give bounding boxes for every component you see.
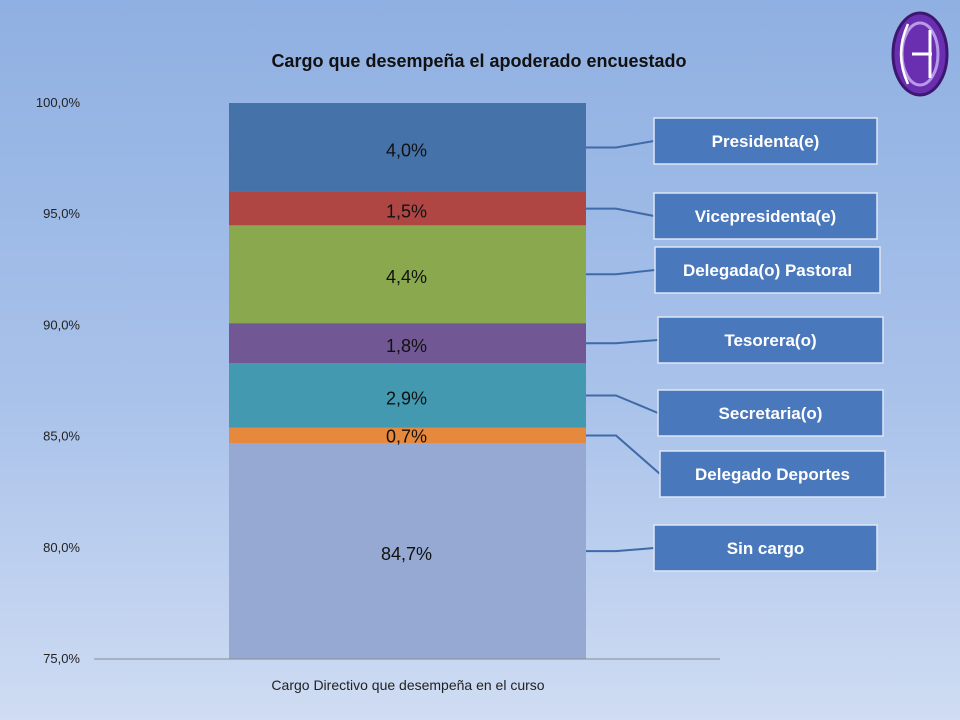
y-tick-label: 90,0% xyxy=(43,317,80,332)
bar-segment-secretaria-o xyxy=(229,363,586,428)
data-label-delegada-o-pastoral: 4,4% xyxy=(386,267,427,287)
y-tick-label: 75,0% xyxy=(43,651,80,666)
legend-label-tesorera-o: Tesorera(o) xyxy=(724,331,816,350)
bar-segment-vicepresidenta-e xyxy=(229,191,586,226)
y-tick-label: 80,0% xyxy=(43,540,80,555)
data-label-delegado-deportes: 0,7% xyxy=(386,426,427,446)
bar-segment-presidenta-e xyxy=(229,103,586,192)
legend-label-presidenta-e: Presidenta(e) xyxy=(712,132,820,151)
bar-segment-delegada-o-pastoral xyxy=(229,225,586,324)
legend-box-presidenta-e xyxy=(653,117,878,165)
y-tick-label: 100,0% xyxy=(36,95,81,110)
bar-stack xyxy=(229,103,586,659)
chart-title: Cargo que desempeña el apoderado encuest… xyxy=(271,51,686,71)
legend-box-delegado-deportes xyxy=(659,450,886,498)
bar-segment-sin-cargo xyxy=(229,443,586,659)
logo xyxy=(891,11,949,97)
y-axis: 75,0% 80,0% 85,0% 90,0% 95,0% 100,0% xyxy=(36,95,81,666)
data-label-sin-cargo: 84,7% xyxy=(381,544,432,564)
legend-label-sin-cargo: Sin cargo xyxy=(727,539,804,558)
legend-leader-line xyxy=(586,207,655,217)
legend-label-delegado-deportes: Delegado Deportes xyxy=(695,465,850,484)
bar-segment-tesorera-o xyxy=(229,323,586,364)
bar-segment-delegado-deportes xyxy=(229,427,586,444)
legend-label-secretaria-o: Secretaria(o) xyxy=(719,404,823,423)
legend-box-vicepresidenta-e xyxy=(653,192,878,240)
y-tick-label: 85,0% xyxy=(43,429,80,444)
legend-box-secretaria-o xyxy=(657,389,884,437)
legend-leader-line xyxy=(586,269,656,276)
legend-box-tesorera-o xyxy=(657,316,884,364)
data-label-tesorera-o: 1,8% xyxy=(386,336,427,356)
legend-leader-line xyxy=(586,140,655,149)
legend-label-delegada-o-pastoral: Delegada(o) Pastoral xyxy=(683,261,852,280)
legend-box-sin-cargo xyxy=(653,524,878,572)
x-category-label: Cargo Directivo que desempeña en el curs… xyxy=(271,677,544,693)
legend-leader-line xyxy=(586,434,661,475)
segment-labels: 84,7% 0,7% 2,9% 1,8% 4,4% 1,5% 4,0% xyxy=(381,140,432,564)
data-label-secretaria-o: 2,9% xyxy=(386,388,427,408)
y-tick-label: 95,0% xyxy=(43,206,80,221)
legend-leader-line xyxy=(586,339,659,345)
legend-leader-line xyxy=(586,547,655,553)
data-label-presidenta-e: 4,0% xyxy=(386,140,427,160)
legend: Presidenta(e) Vicepresidenta(e) Delegada(o… xyxy=(586,117,886,572)
legend-leader-line xyxy=(586,394,659,414)
legend-label-vicepresidenta-e: Vicepresidenta(e) xyxy=(695,207,836,226)
legend-box-delegada-o-pastoral xyxy=(654,246,881,294)
data-label-vicepresidenta-e: 1,5% xyxy=(386,202,427,222)
